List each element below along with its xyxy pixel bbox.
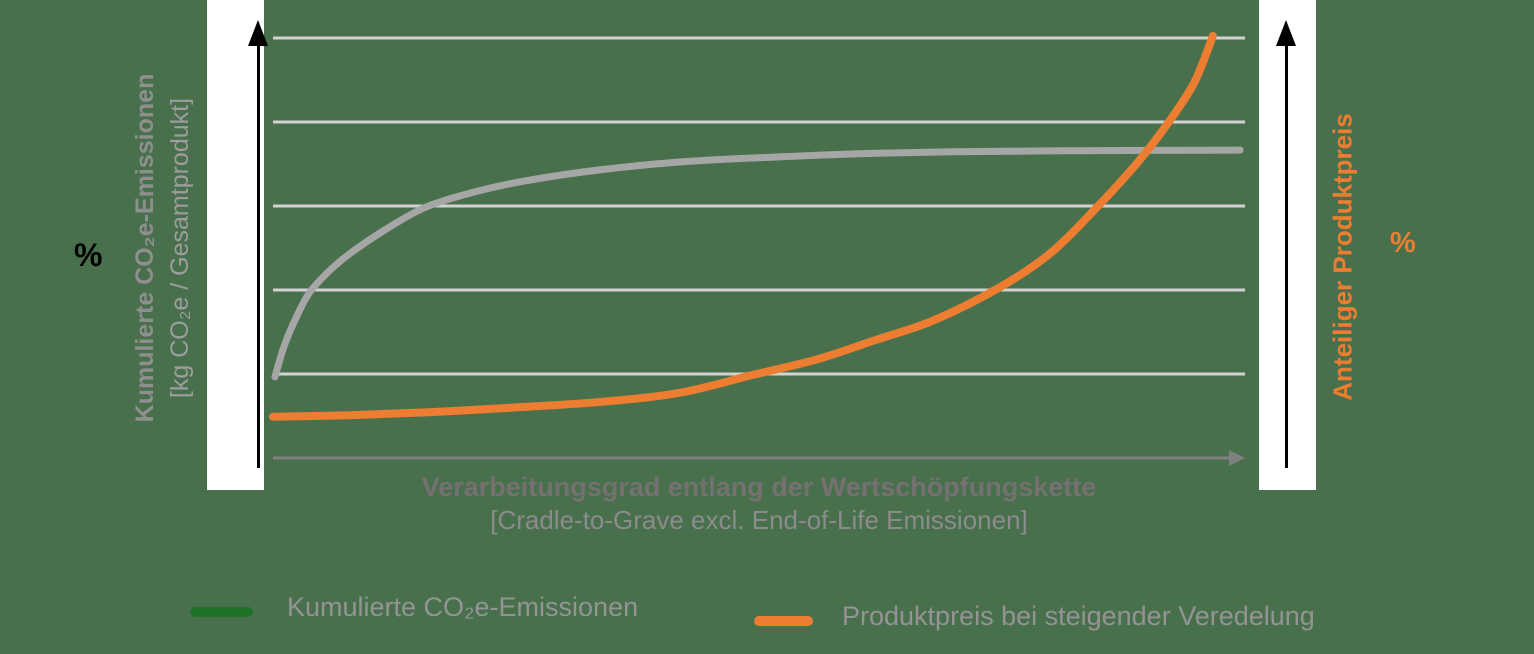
right-axis-percent-label: % [1390, 227, 1416, 259]
series-produktpreis-bei-steigender-veredelung [269, 31, 1217, 421]
left-axis-band [207, 0, 268, 490]
left-axis-percent-label: % [74, 237, 103, 273]
series-kumulierte-co-e-emissionen [271, 146, 1244, 381]
price-legend-swatch [754, 616, 813, 626]
right-axis-title: Anteiliger Produktpreis [1327, 113, 1358, 401]
right-axis-band [1259, 0, 1316, 490]
up-arrow-head-icon [1276, 20, 1296, 46]
x-axis-title-line1: Verarbeitungsgrad entlang der Wertschöpf… [421, 472, 1097, 502]
up-arrow-icon [257, 42, 260, 468]
price-legend-label: Produktpreis bei steigender Veredelung [842, 601, 1315, 631]
up-arrow-head-icon [248, 20, 268, 46]
up-arrow-icon [1285, 42, 1288, 468]
x-axis-title: Verarbeitungsgrad entlang der Wertschöpf… [273, 471, 1245, 537]
emissions-legend-swatch [190, 607, 253, 617]
x-axis-title-line2: [Cradle-to-Grave excl. End-of-Life Emiss… [490, 505, 1028, 535]
x-axis-arrow-icon [1229, 450, 1245, 466]
emissions-legend-label: Kumulierte CO₂e-Emissionen [287, 592, 639, 622]
